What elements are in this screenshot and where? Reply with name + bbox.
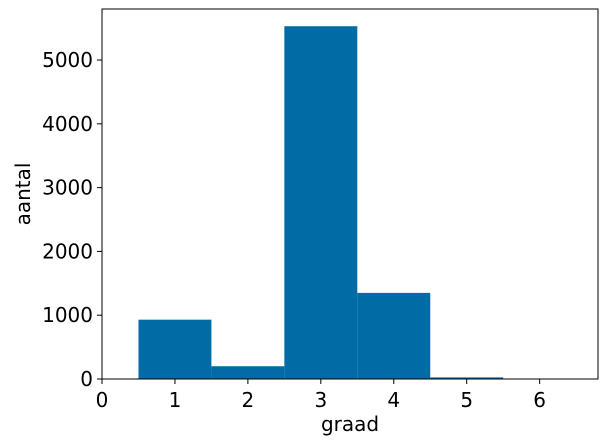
y-axis-label: aantal <box>11 163 35 226</box>
plot-frame <box>101 8 599 380</box>
x-tick-label: 3 <box>314 388 327 412</box>
histogram-bar-4 <box>357 292 431 379</box>
x-axis: 0 1 2 3 4 5 6 <box>96 379 546 412</box>
x-tick-label: 0 <box>96 388 109 412</box>
histogram-bar-3 <box>284 26 358 379</box>
y-tick-label: 3000 <box>42 176 93 200</box>
x-axis-label: graad <box>321 412 379 436</box>
histogram-bar-1 <box>138 319 212 379</box>
y-tick-label: 1000 <box>42 303 93 327</box>
y-axis: 0 1000 2000 3000 4000 5000 <box>42 48 102 391</box>
histogram-bar-2 <box>211 366 285 379</box>
y-tick-label: 5000 <box>42 48 93 72</box>
x-tick-label: 1 <box>169 388 182 412</box>
y-tick-label: 4000 <box>42 112 93 136</box>
bars-group <box>138 26 577 379</box>
x-tick-label: 5 <box>460 388 473 412</box>
x-tick-label: 2 <box>242 388 255 412</box>
x-tick-label: 6 <box>533 388 546 412</box>
y-tick-label: 0 <box>80 367 93 391</box>
y-tick-label: 2000 <box>42 239 93 263</box>
histogram-bar-5 <box>430 377 504 379</box>
x-tick-label: 4 <box>387 388 400 412</box>
